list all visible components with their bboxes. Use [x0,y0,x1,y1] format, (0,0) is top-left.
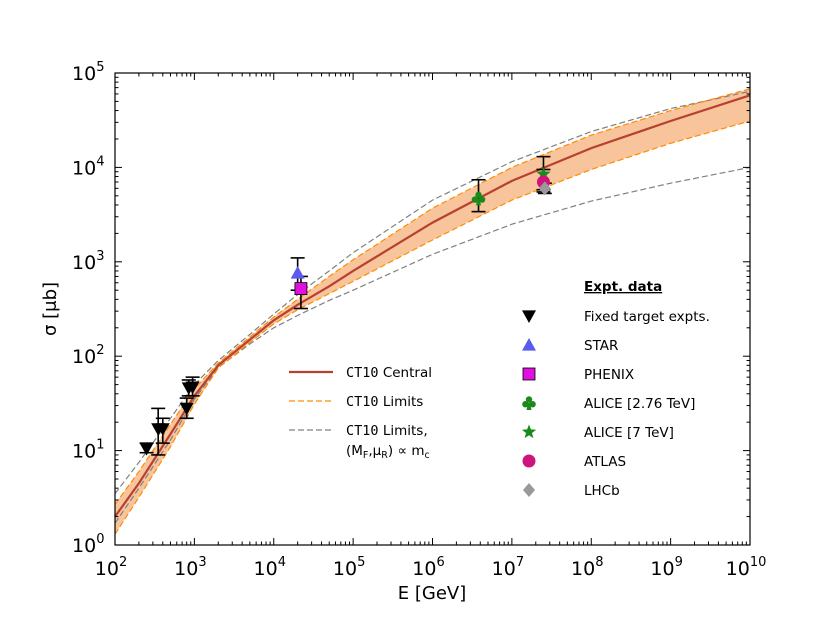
x-tick-label: 106 [412,555,444,580]
x-tick-label: 1010 [726,555,767,580]
theory-legend: CT10 Central CT10 Limits CT10 Limits, (M… [289,365,432,461]
legend-marker [521,424,537,439]
legend-entry: ALICE [7 TeV] [521,424,674,441]
x-tick-label: 107 [492,555,524,580]
x-tick-label: 105 [333,555,365,580]
x-tick-label: 104 [254,555,286,580]
x-tick-label: 103 [174,555,206,580]
x-tick-label: 102 [95,555,127,580]
legend-entry-label: ALICE [2.76 TeV] [584,396,695,412]
x-tick-label: 109 [650,555,682,580]
limits-lower-line [114,120,751,535]
legend-entry: LHCb [523,483,620,499]
data-point [185,381,200,395]
data-legend: Expt. data Fixed target expts. STAR PHENIX… [521,279,710,499]
legend-entry: ALICE [2.76 TeV] [522,396,695,412]
legend-entry: ATLAS [522,454,626,470]
legend-marker [522,338,536,351]
legend-entry-label: STAR [584,338,618,354]
y-tick-label: 105 [72,60,104,85]
data-point [290,266,305,279]
limits-upper-line [114,88,751,505]
y-tick-label: 104 [72,154,104,179]
legend-marker [522,310,536,323]
data-point [139,442,154,456]
central-line [114,94,751,518]
legend-entry-label: PHENIX [584,367,634,383]
legend-entry-label: Fixed target expts. [584,309,710,325]
data-point [155,423,170,436]
data-point [179,402,194,416]
legend-entry: PHENIX [522,367,634,383]
legend-entry-label: LHCb [584,483,620,499]
x-tick-label: 108 [571,555,603,580]
legend-marker [522,367,536,381]
legend-entry-label: ALICE [7 TeV] [584,425,674,441]
y-tick-label: 102 [72,343,104,368]
legend-marker [522,454,536,468]
y-axis-label: σ [μb] [40,282,61,336]
y-tick-label: 101 [72,438,104,463]
y-tick-label: 100 [72,532,104,557]
legend-marker [523,483,535,497]
limits-band [115,88,750,535]
data-point [471,191,486,206]
legend-entry-label: ATLAS [584,454,626,470]
legend-mc-label-line1: CT10 Limits, [346,423,428,439]
legend-marker [522,396,536,410]
data-point [538,181,551,196]
legend-central-label: CT10 Central [346,365,432,381]
legend-mc-label-line2: (MF,μR) ∝ mc [346,443,430,461]
x-axis-label: E [GeV] [398,583,466,604]
legend-data-title: Expt. data [584,279,662,295]
data-point [536,166,551,181]
legend-entry: Fixed target expts. [522,309,710,325]
y-tick-label: 103 [72,249,104,274]
mc-lower-line [114,166,751,524]
data-point [294,282,308,296]
legend-limits-label: CT10 Limits [346,394,423,410]
legend-entry: STAR [522,338,618,354]
